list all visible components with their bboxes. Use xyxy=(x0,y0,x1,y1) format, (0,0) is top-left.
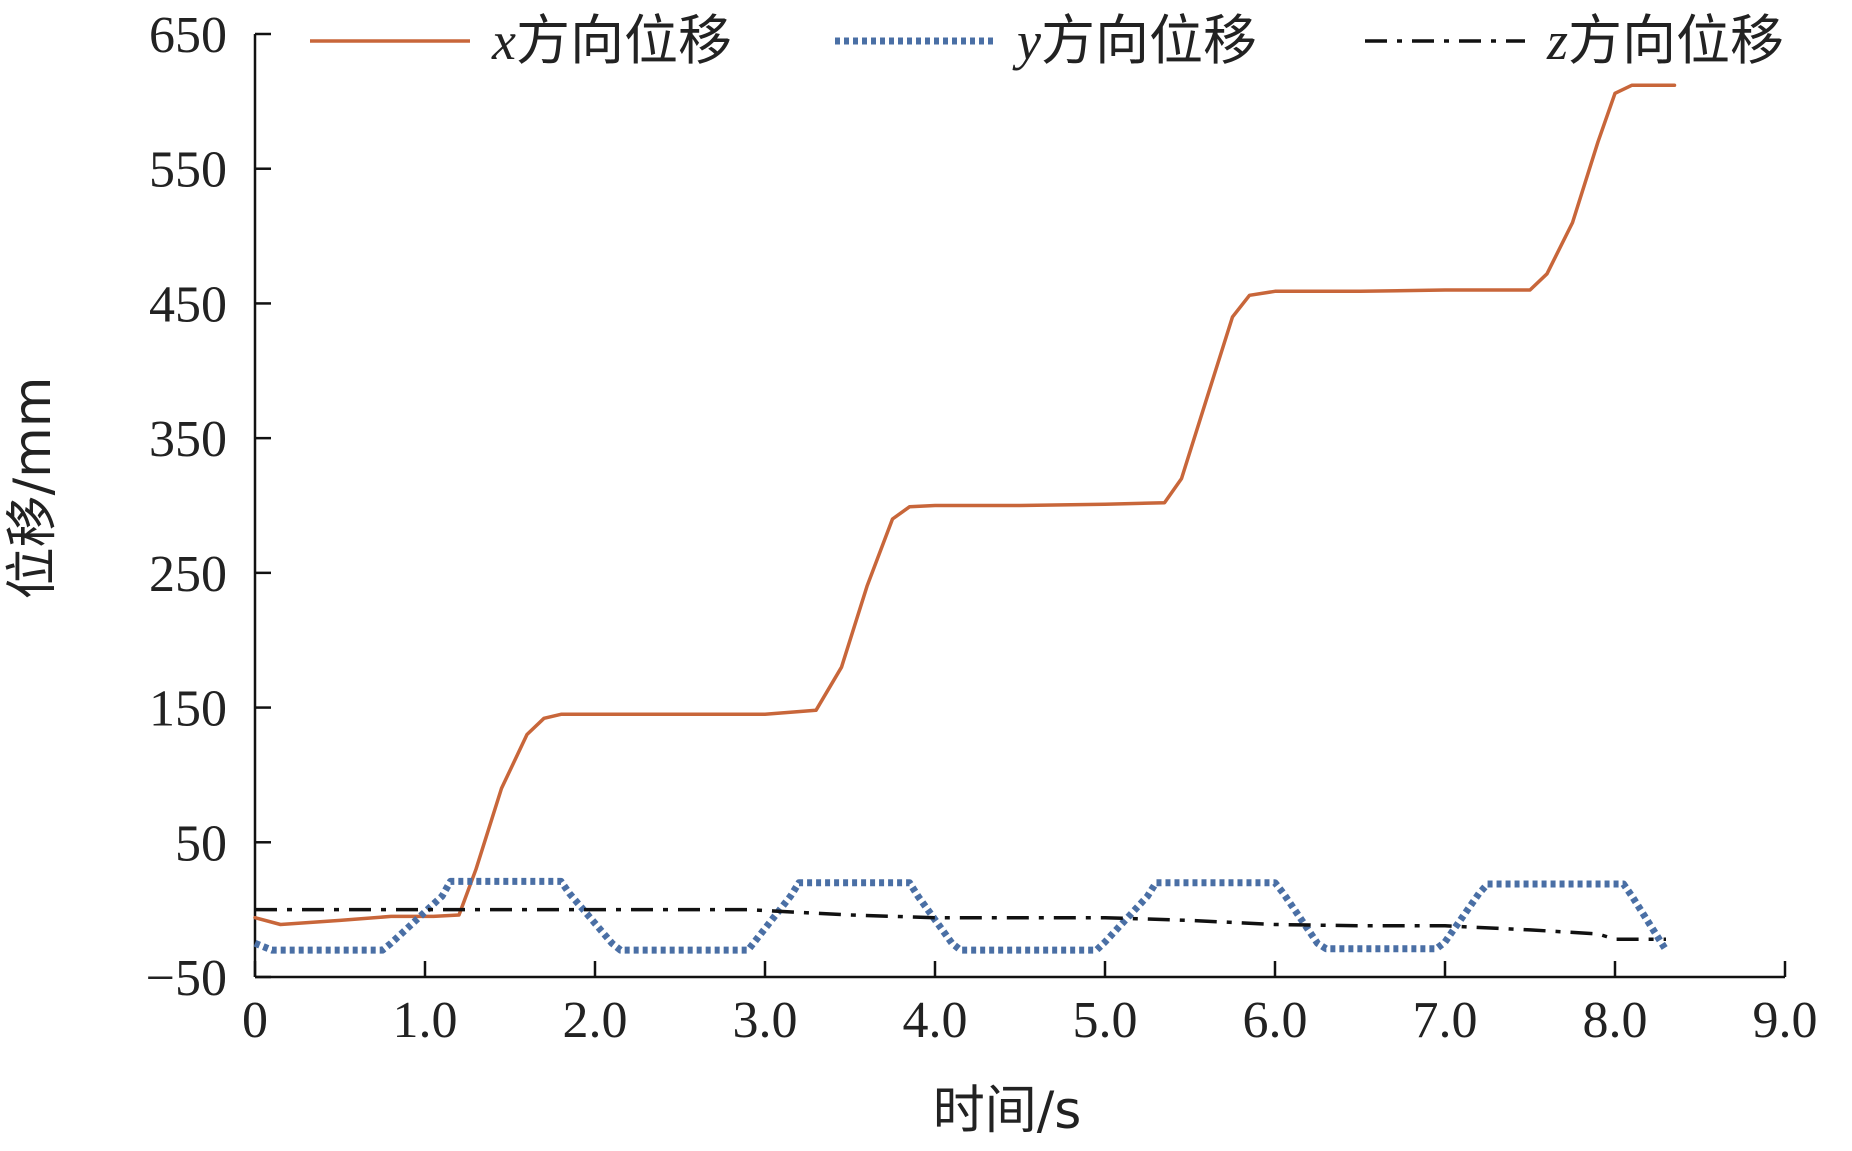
y-tick-label: 50 xyxy=(175,815,227,872)
legend-label-x: x方向位移 xyxy=(491,9,732,72)
legend-label-z: z方向位移 xyxy=(1546,9,1784,72)
y-axis-title: 位移/mm xyxy=(3,377,63,600)
y-tick-label: 650 xyxy=(149,7,227,64)
x-tick-label: 5.0 xyxy=(1073,992,1138,1049)
y-tick-label: 250 xyxy=(149,546,227,603)
legend-label-y: y方向位移 xyxy=(1012,9,1257,72)
series-line-x xyxy=(253,83,1677,927)
axes xyxy=(253,34,1785,979)
x-tick-label: 2.0 xyxy=(563,992,628,1049)
x-tick-label: 3.0 xyxy=(733,992,798,1049)
x-axis-ticks: 0 1.0 2.0 3.0 4.0 5.0 6.0 7.0 8.0 9.0 xyxy=(242,961,1818,1049)
y-tick-label: −50 xyxy=(146,950,227,1007)
series-line-y xyxy=(253,877,1669,954)
y-tick-label: 550 xyxy=(149,142,227,199)
x-tick-label: 8.0 xyxy=(1583,992,1648,1049)
x-tick-label: 7.0 xyxy=(1413,992,1478,1049)
series-line-z xyxy=(255,907,1666,942)
x-tick-label: 4.0 xyxy=(903,992,968,1049)
x-tick-label: 6.0 xyxy=(1243,992,1308,1049)
y-tick-label: 350 xyxy=(149,411,227,468)
x-tick-label: 1.0 xyxy=(393,992,458,1049)
y-tick-label: 150 xyxy=(149,681,227,738)
x-tick-label: 9.0 xyxy=(1753,992,1818,1049)
x-tick-label: 0 xyxy=(242,992,268,1049)
series-lines xyxy=(253,83,1677,954)
legend: x方向位移 y方向位移 z方向位移 xyxy=(310,9,1784,72)
x-axis-title: 时间/s xyxy=(933,1081,1082,1141)
y-axis-ticks: 650 550 450 350 250 150 50 −50 xyxy=(146,7,271,1007)
y-tick-label: 450 xyxy=(149,276,227,333)
